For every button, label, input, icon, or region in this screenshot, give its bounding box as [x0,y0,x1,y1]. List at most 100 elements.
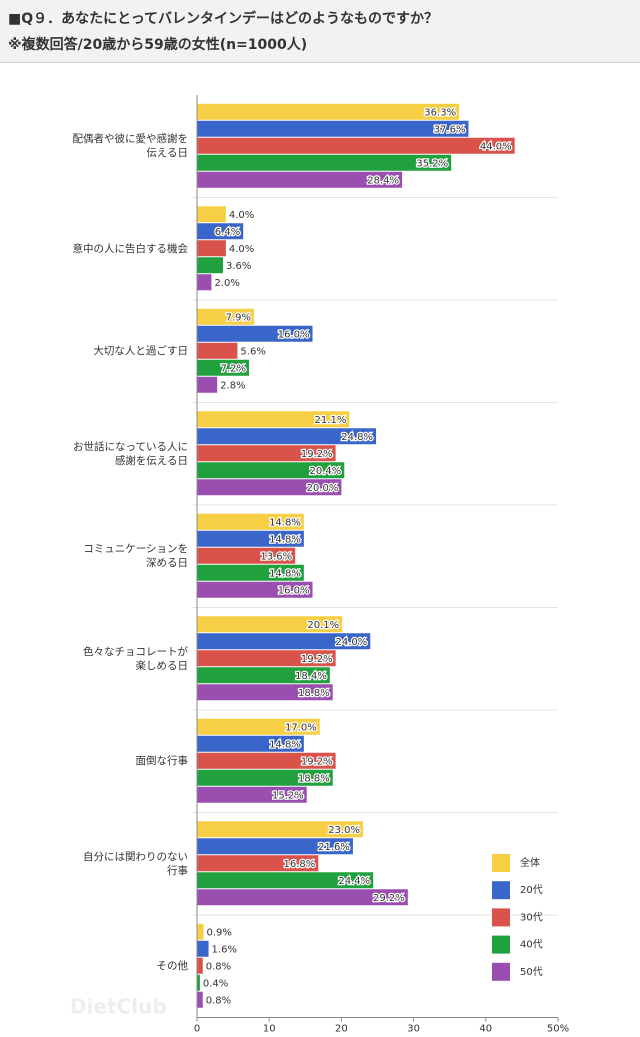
value-label: 16.0% [278,329,310,340]
value-label: 17.0% [285,722,317,733]
value-label: 14.8% [269,534,301,545]
category-label: コミュニケーションを 深める日 [83,543,188,570]
bar [197,974,200,991]
chart-title: ■Q９．あなたにとってバレンタインデーはどのようなものですか？ [8,11,439,27]
value-label: 7.9% [226,312,251,323]
value-label: 29.2% [373,893,405,904]
category-label: 大切な人と過ごす日 [93,345,188,358]
value-label: 19.2% [301,756,333,767]
x-tick-label: 0 [194,1024,200,1035]
x-tick-label: 30 [407,1024,420,1035]
bar [197,616,343,633]
bar [197,650,336,667]
value-label: 35.2% [416,158,448,169]
value-label: 36.3% [424,107,456,118]
value-label: 14.8% [269,517,301,528]
bar [197,223,244,240]
legend-swatch [492,962,510,981]
watermark: DietClub [70,995,167,1019]
bar [197,872,374,889]
bar [197,684,333,701]
value-label: 3.6% [226,261,251,272]
category-label: お世話になっている人に 感謝を伝える日 [73,440,188,467]
category-label: 配偶者や彼に愛や感謝を 伝える日 [72,133,189,160]
bar [197,137,515,154]
value-label: 0.8% [206,995,231,1006]
bar [197,889,408,906]
bar [197,308,255,325]
value-label: 18.4% [295,671,327,682]
value-label: 0.9% [206,927,231,938]
legend-swatch [492,854,510,872]
value-label: 20.4% [310,466,342,477]
x-tick-label: 40 [479,1024,492,1035]
bar [197,342,238,359]
value-label: 5.6% [240,346,265,357]
bar [197,786,307,803]
bar [197,171,403,188]
bar [197,581,313,598]
value-label: 2.0% [214,278,239,289]
bar [197,274,212,291]
bar [197,530,304,547]
legend-swatch [492,881,510,900]
value-label: 14.8% [269,739,301,750]
x-tick-label: 10 [263,1024,276,1035]
bar [197,821,364,838]
value-label: 44.0% [480,141,512,152]
bar [197,752,336,769]
value-label: 13.6% [260,551,292,562]
bar [197,513,304,530]
bar [197,445,336,462]
bar [197,564,304,581]
legend-swatch [492,908,510,927]
bar [197,735,304,752]
bar [197,718,320,735]
value-label: 24.4% [338,876,370,887]
value-label: 19.2% [301,654,333,665]
value-label: 37.6% [434,124,466,135]
bar [197,257,223,274]
x-tick-label: 50% [547,1024,569,1035]
bar [197,206,226,223]
category-label: 意中の人に告白する機会 [72,242,189,255]
bar [197,120,469,137]
bar [197,957,203,974]
value-label: 21.6% [318,842,350,853]
x-tick-label: 20 [335,1024,348,1035]
value-label: 4.0% [229,210,254,221]
bar [197,376,218,393]
bar [197,923,204,940]
legend-label: 20代 [520,884,543,896]
value-label: 0.4% [203,978,228,989]
bar [197,991,203,1008]
bar [197,547,296,564]
value-label: 16.8% [284,859,316,870]
category-label: 色々なチョコレートが 楽しめる日 [83,645,188,672]
value-label: 0.8% [206,961,231,972]
value-label: 21.1% [315,415,347,426]
bar [197,479,342,496]
legend-swatch [492,935,510,954]
chart-subtitle: ※複数回答/20歳から59歳の女性(n=1000人) [8,37,308,53]
bar [197,667,330,684]
category-label: その他 [156,960,189,973]
bar [197,325,313,342]
value-label: 20.0% [307,483,339,494]
category-label: 自分には関わりのない 行事 [83,850,188,877]
bar [197,154,452,171]
bar [197,428,377,445]
value-label: 24.8% [341,432,373,443]
value-label: 23.0% [328,825,360,836]
value-label: 20.1% [307,620,339,631]
bar [197,769,333,786]
value-label: 19.2% [301,449,333,460]
value-label: 24.0% [335,637,367,648]
value-label: 4.0% [229,244,254,255]
header: ■Q９．あなたにとってバレンタインデーはどのようなものですか？ ※複数回答/20… [0,0,640,63]
bar [197,838,353,855]
legend-label: 全体 [520,856,540,869]
bar [197,240,226,257]
